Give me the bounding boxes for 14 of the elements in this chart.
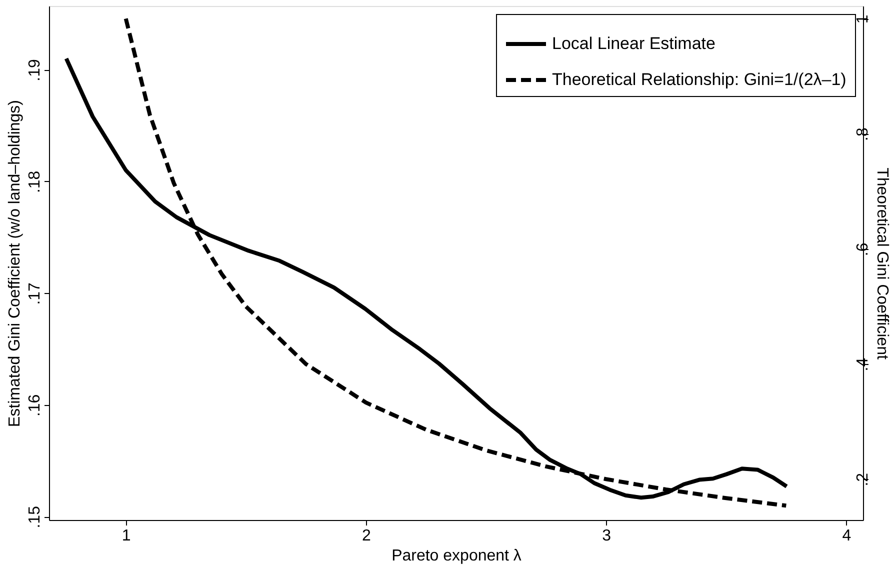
x-tick-label: 1	[122, 528, 131, 544]
legend-label: Local Linear Estimate	[552, 34, 716, 53]
y-tick-label: .18	[26, 170, 44, 194]
y-tick-label: .15	[26, 506, 44, 528]
y-axis-title: Estimated Gini Coefficient (w/o land–holdings)	[6, 100, 24, 427]
x-tick-label: 3	[602, 528, 612, 544]
y-tick-label: .19	[26, 58, 44, 82]
y-tick-label: .17	[26, 282, 44, 305]
x-tick-label: 2	[362, 528, 372, 544]
y2-axis-title: Theoretical Gini Coefficient	[874, 168, 890, 360]
x-tick-label: 4	[842, 528, 852, 544]
x-axis-title: Pareto exponent λ	[392, 548, 522, 564]
y-tick-label: .16	[26, 394, 44, 417]
legend-label: Theoretical Relationship: Gini=1/(2λ–1)	[552, 70, 846, 89]
